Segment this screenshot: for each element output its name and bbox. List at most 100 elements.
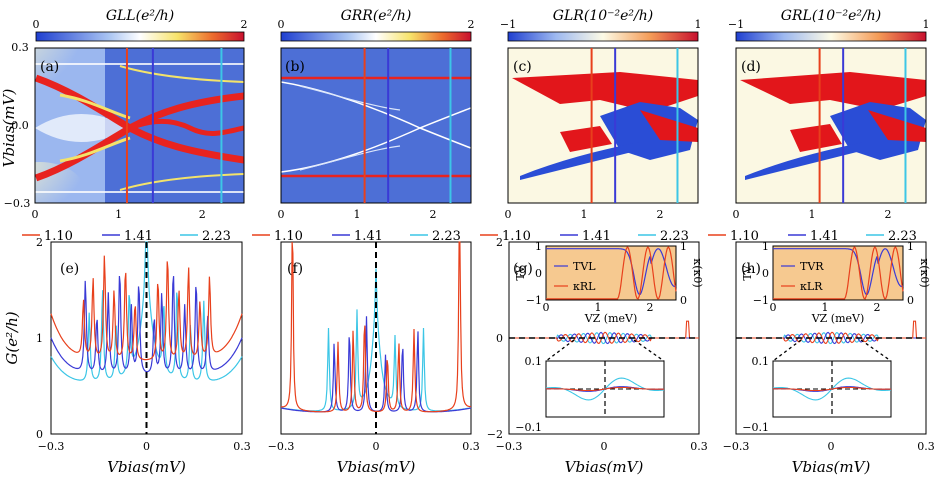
cut-lines <box>125 48 907 203</box>
zoom-connector-right-h <box>860 339 892 362</box>
inset-legend-kappa-g: κRL <box>573 280 596 293</box>
ytick-top-0.0: 0.0 <box>11 119 29 132</box>
ytick-g-2: 2 <box>496 236 503 249</box>
xtick-bottom-e-1: 0 <box>143 440 150 453</box>
top-row-ylabel: Vbias(mV) <box>0 89 18 168</box>
legend-label-1-0: 1.10 <box>274 229 303 244</box>
legends: 1.10 1.41 2.23 1.10 1.41 2.23 1.10 1.41 2.23 1.10… <box>22 229 917 244</box>
xtick-bottom-g-2: 0.3 <box>690 440 708 453</box>
inset-right-ylabel-h: κ(κ0) <box>918 258 931 287</box>
zoom-ytick-g-0: 0.1 <box>525 355 543 368</box>
inset-ytick-left-h-2: −1 <box>753 294 769 307</box>
legend-label-3-2: 2.23 <box>888 229 917 244</box>
xtick-top-a-0: 0 <box>32 208 39 221</box>
inset-ytick-left-h-1: 0 <box>762 267 769 280</box>
colorbar-a-title: GLL(e²/h) <box>106 8 174 24</box>
xlabel-g: Vbias(mV) <box>565 458 644 476</box>
colorbar-d-max: 1 <box>923 18 930 31</box>
panel-label-e: (e) <box>60 261 79 277</box>
legend-label-0-1: 1.41 <box>124 229 153 244</box>
xtick-top-b-1: 1 <box>354 208 361 221</box>
inset-legend-kappa-h: κLR <box>800 280 823 293</box>
xtick-bottom-h-2: 0.3 <box>917 440 935 453</box>
zoom-connector-left-h <box>772 339 802 362</box>
bottom-row-ylabel: G(e²/h) <box>3 311 21 364</box>
ytick-top-0.3: 0.3 <box>11 41 29 54</box>
colorbar-c: −1 1 GLR(10⁻²e²/h) <box>500 8 702 42</box>
xtick-top-c-0: 0 <box>505 208 512 221</box>
colorbar-c-title: GLR(10⁻²e²/h) <box>553 8 653 24</box>
inset-ytick-left-g-0: 1 <box>535 240 542 253</box>
zoom-curve-h-0 <box>773 386 891 392</box>
zoom-ytick-g-1: −0.1 <box>515 421 542 434</box>
xtick-bottom-e-2: 0.3 <box>233 440 251 453</box>
heatmap-d <box>735 47 927 204</box>
colorbar-a: 0 2 GLL(e²/h) <box>33 8 248 42</box>
inset-xlabel-h: VZ (meV) <box>811 312 865 325</box>
xtick-bottom-e-0: −0.3 <box>38 440 65 453</box>
inset-ytick-right-h-1: 0 <box>907 294 914 307</box>
inset-xtick-g-2: 2 <box>647 301 654 314</box>
inset-xtick-h-2: 2 <box>874 301 881 314</box>
inset-xtick-h-0: 0 <box>770 301 777 314</box>
panel-label-a: (a) <box>40 59 59 75</box>
xtick-top-d-0: 0 <box>733 208 740 221</box>
colorbar-b: 0 2 GRR(e²/h) <box>278 8 475 42</box>
xtick-top-c-1: 1 <box>581 208 588 221</box>
colorbar-d-min: −1 <box>728 18 744 31</box>
inset-xtick-g-0: 0 <box>543 301 550 314</box>
ytick-e-0: 0 <box>36 428 43 441</box>
inset-ytick-right-h-0: 1 <box>907 240 914 253</box>
zoom-connector-right-g <box>633 339 665 362</box>
inset-legend-tv-g: TVL <box>573 260 596 273</box>
panel-label-h: (h) <box>741 261 761 277</box>
colorbar-b-max: 2 <box>468 18 475 31</box>
colorbar-b-title: GRR(e²/h) <box>341 8 412 24</box>
xtick-top-b-2: 2 <box>430 208 437 221</box>
curve-f-1.10 <box>281 241 472 413</box>
inset-left-ylabel-h: TV <box>741 264 754 280</box>
xtick-top-d-1: 1 <box>809 208 816 221</box>
colorbar-c-min: −1 <box>500 18 516 31</box>
xtick-bottom-f-0: −0.3 <box>268 440 295 453</box>
legend-label-0-2: 2.23 <box>202 229 231 244</box>
panel-label-f: (f) <box>287 261 303 277</box>
top-row-xticks: 0 1 2 0 1 2 0 1 2 0 1 2 <box>32 208 892 221</box>
legend-label-2-0: 1.10 <box>502 229 531 244</box>
ytick-top-neg0.3: −0.3 <box>4 197 31 210</box>
heatmap-c <box>507 47 699 204</box>
ytick-g-0: 0 <box>496 332 503 345</box>
inset-xtick-g-1: 1 <box>595 301 602 314</box>
heatmap-a <box>34 47 245 204</box>
inset-kappa-curve-g <box>546 246 677 300</box>
ytick-g-neg2: −2 <box>487 428 503 441</box>
zoom-connector-left-g <box>545 339 575 362</box>
colorbar-a-max: 2 <box>241 18 248 31</box>
zoom-ytick-h-1: −0.1 <box>742 421 769 434</box>
legend-label-1-2: 2.23 <box>432 229 461 244</box>
inset-right-ylabel-g: κ(κ0) <box>691 258 704 287</box>
ytick-e-2: 2 <box>36 236 43 249</box>
legend-label-3-0: 1.10 <box>730 229 759 244</box>
inset-legend-tv-h: TVR <box>800 260 824 273</box>
legend-label-2-2: 2.23 <box>660 229 689 244</box>
legend-label-2-1: 1.41 <box>582 229 611 244</box>
inset-ytick-right-g-1: 0 <box>680 294 687 307</box>
xtick-bottom-h-0: −0.3 <box>723 440 750 453</box>
heatmap-b <box>280 47 472 204</box>
colorbar-b-min: 0 <box>278 18 285 31</box>
xlabel-e: Vbias(mV) <box>107 458 186 476</box>
xtick-bottom-h-1: 0 <box>828 440 835 453</box>
inset-ytick-left-g-2: −1 <box>526 294 542 307</box>
inset-ytick-left-h-0: 1 <box>762 240 769 253</box>
zoom-ytick-h-0: 0.1 <box>752 355 770 368</box>
inset-top-h <box>772 245 904 301</box>
bottom-row-xticks: −0.3 0 0.3 Vbias(mV) −0.3 0 0.3 Vbias(mV) −0.3 0 0… <box>38 440 935 476</box>
xtick-bottom-g-0: −0.3 <box>496 440 523 453</box>
xtick-bottom-f-2: 0.3 <box>462 440 480 453</box>
colorbar-d-title: GRL(10⁻²e²/h) <box>781 8 881 24</box>
legend-label-0-0: 1.10 <box>44 229 73 244</box>
zoom-curve-g-0 <box>546 386 664 392</box>
inset-top-g <box>545 245 677 301</box>
inset-xtick-h-1: 1 <box>822 301 829 314</box>
